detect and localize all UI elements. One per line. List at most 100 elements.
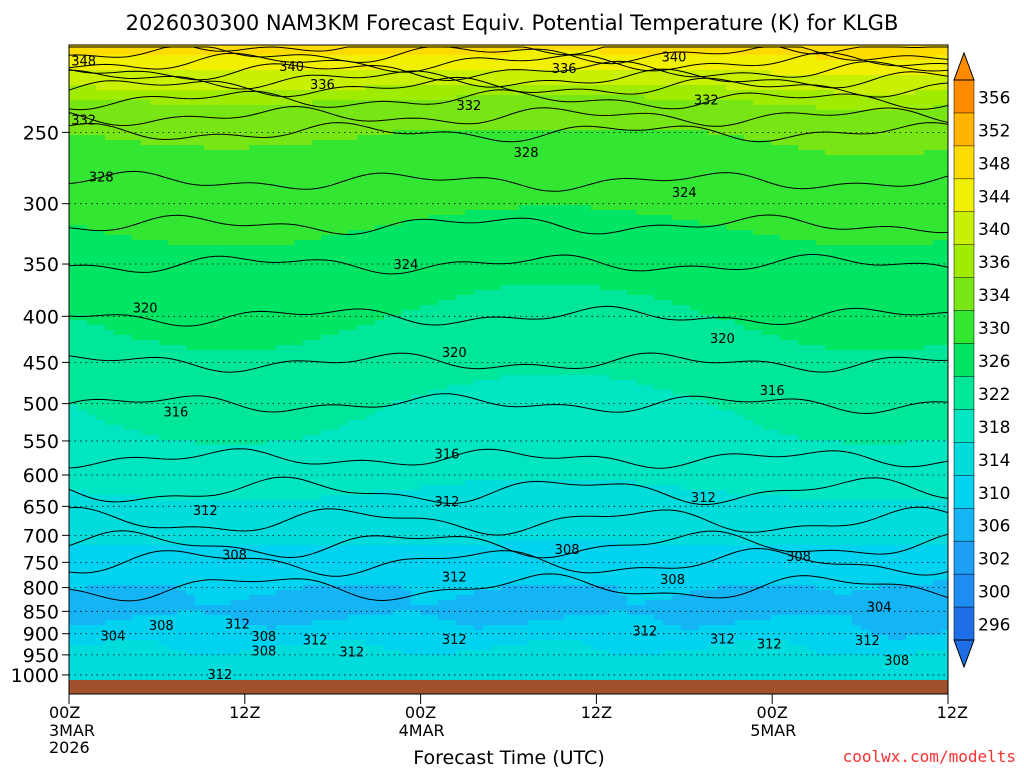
heatmap-cell [177,315,187,321]
heatmap-cell [321,90,331,96]
heatmap-cell [348,660,358,666]
heatmap-cell [276,410,286,416]
heatmap-cell [375,95,385,101]
heatmap-cell [375,175,385,181]
heatmap-cell [114,230,124,236]
heatmap-cell [348,230,358,236]
heatmap-cell [294,70,304,76]
heatmap-cell [105,600,115,606]
heatmap-cell [339,580,349,586]
heatmap-cell [249,450,259,456]
heatmap-cell [96,235,106,241]
heatmap-cell [339,320,349,326]
heatmap-cell [366,70,376,76]
heatmap-cell [204,430,214,436]
heatmap-cell [384,300,394,306]
heatmap-cell [204,425,214,431]
heatmap-cell [87,245,97,251]
heatmap-cell [348,385,358,391]
heatmap-cell [285,235,295,241]
heatmap-cell [195,265,205,271]
heatmap-cell [141,515,151,521]
heatmap-cell [303,290,313,296]
heatmap-cell [357,225,367,231]
heatmap-cell [393,260,403,266]
heatmap-cell [78,555,88,561]
heatmap-cell [96,445,106,451]
heatmap-cell [114,340,124,346]
heatmap-cell [132,515,142,521]
heatmap-cell [258,415,268,421]
heatmap-cell [411,295,421,301]
heatmap-cell [114,185,124,191]
heatmap-cell [393,590,403,596]
heatmap-cell [222,125,232,131]
heatmap-cell [321,55,331,61]
heatmap-cell [276,95,286,101]
heatmap-cell [195,200,205,206]
heatmap-cell [285,520,295,526]
heatmap-cell [159,170,169,176]
heatmap-cell [231,225,241,231]
heatmap-cell [366,545,376,551]
heatmap-cell [384,180,394,186]
heatmap-cell [276,670,286,676]
heatmap-cell [240,75,250,81]
heatmap-cell [411,325,421,331]
heatmap-cell [294,130,304,136]
heatmap-cell [195,270,205,276]
heatmap-cell [204,560,214,566]
heatmap-cell [114,365,124,371]
heatmap-cell [204,410,214,416]
heatmap-cell [114,335,124,341]
heatmap-cell [303,115,313,121]
heatmap-cell [411,140,421,146]
heatmap-cell [114,65,124,71]
heatmap-cell [195,220,205,226]
heatmap-cell [411,650,421,656]
heatmap-cell [348,330,358,336]
heatmap-cell [258,355,268,361]
heatmap-cell [303,255,313,261]
heatmap-cell [222,325,232,331]
heatmap-cell [69,120,79,126]
heatmap-cell [303,340,313,346]
heatmap-cell [96,610,106,616]
heatmap-cell [132,660,142,666]
heatmap-cell [150,495,160,501]
heatmap-cell [330,310,340,316]
heatmap-cell [213,390,223,396]
heatmap-cell [294,490,304,496]
heatmap-cell [96,470,106,476]
heatmap-cell [330,620,340,626]
heatmap-cell [339,395,349,401]
heatmap-cell [393,135,403,141]
heatmap-cell [402,420,412,426]
heatmap-cell [276,330,286,336]
heatmap-cell [114,85,124,91]
heatmap-cell [231,615,241,621]
heatmap-cell [240,635,250,641]
heatmap-cell [312,295,322,301]
heatmap-cell [231,355,241,361]
heatmap-cell [87,60,97,66]
heatmap-cell [150,530,160,536]
heatmap-cell [258,545,268,551]
heatmap-cell [375,60,385,66]
heatmap-cell [186,280,196,286]
heatmap-cell [348,160,358,166]
heatmap-cell [303,345,313,351]
heatmap-cell [312,215,322,221]
heatmap-cell [159,565,169,571]
heatmap-cell [303,630,313,636]
heatmap-cell [375,420,385,426]
heatmap-cell [87,205,97,211]
heatmap-cell [105,530,115,536]
heatmap-cell [150,565,160,571]
heatmap-cell [402,415,412,421]
heatmap-cell [357,300,367,306]
heatmap-cell [105,430,115,436]
heatmap-cell [114,625,124,631]
heatmap-cell [69,145,79,151]
heatmap-cell [285,425,295,431]
